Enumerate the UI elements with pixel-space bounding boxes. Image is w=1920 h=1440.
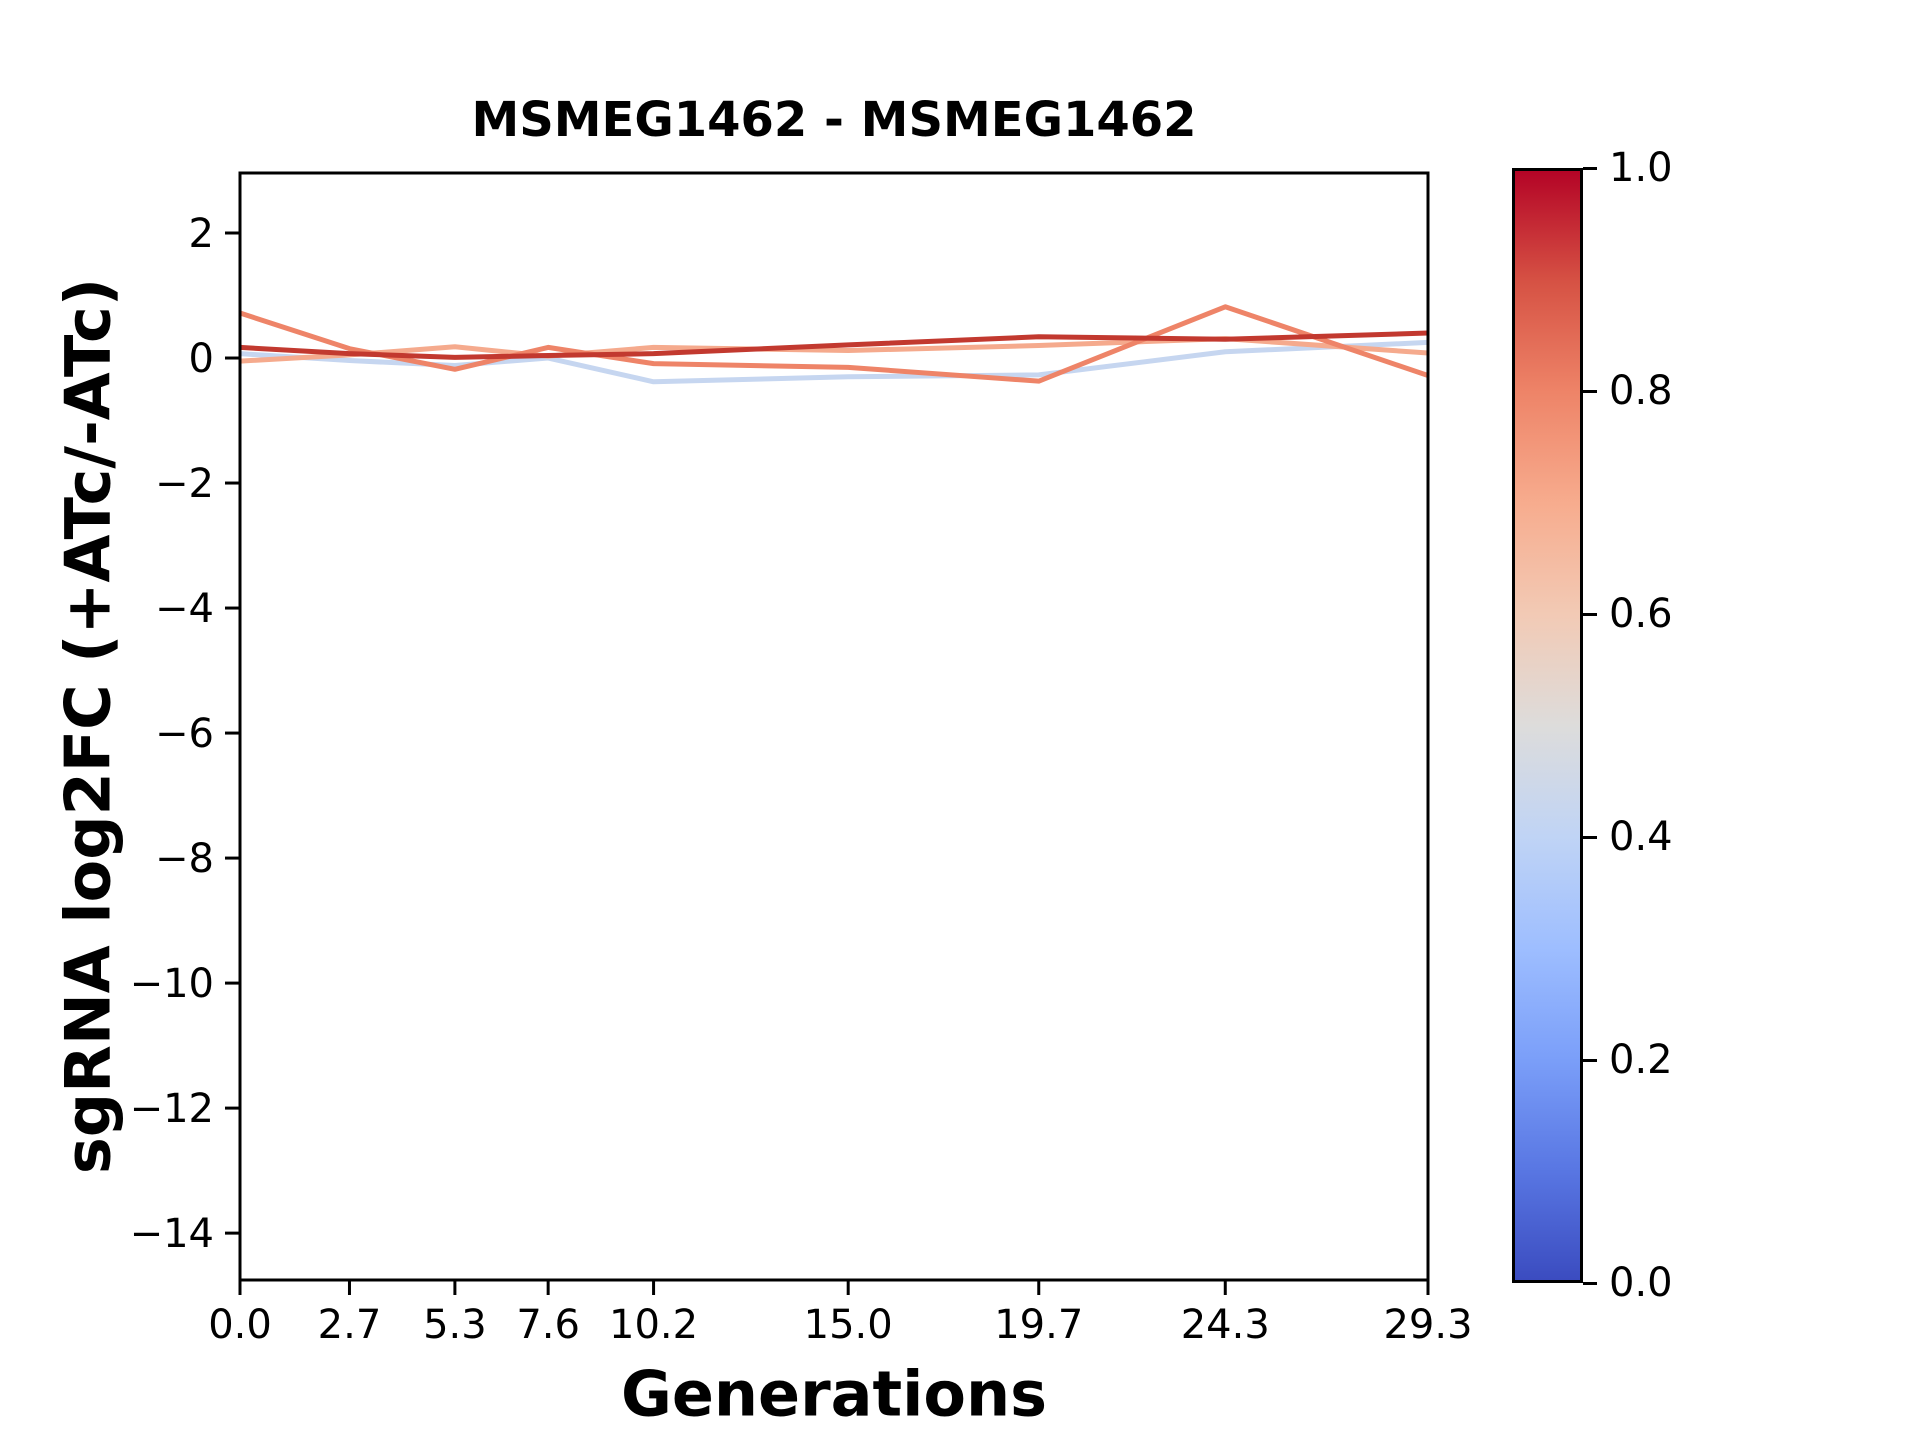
colorbar-tick-label: 0.4 [1609,814,1673,860]
x-tick-label: 15.0 [804,1302,893,1348]
x-tick-label: 7.6 [516,1302,580,1348]
x-tick-label: 19.7 [994,1302,1083,1348]
colorbar-tick-label: 0.0 [1609,1260,1673,1306]
colorbar-tick-mark [1583,612,1597,616]
y-tick-label: −2 [155,461,214,507]
colorbar-tick-mark [1583,389,1597,393]
y-tick-label: 0 [189,336,214,382]
axes-frame [238,171,1430,1282]
colorbar-tick-label: 1.0 [1609,145,1673,191]
series-line-sgrna-line-1 [240,339,1428,385]
y-tick-label: 2 [189,211,214,257]
x-tick-label: 24.3 [1181,1302,1270,1348]
plot-title: MSMEG1462 - MSMEG1462 [471,92,1197,148]
colorbar-tick-label: 0.2 [1609,1037,1673,1083]
y-tick-label: −8 [155,836,214,882]
colorbar-tick-mark [1583,1281,1597,1285]
x-tick-label: 29.3 [1383,1302,1472,1348]
series-line-sgrna-line-4 [240,330,1428,360]
series-line-sgrna-line-2 [240,336,1428,364]
y-tick-label: −4 [155,586,214,632]
colorbar-tick-label: 0.8 [1609,368,1673,414]
y-tick-label: −14 [130,1211,214,1257]
y-tick-label: −6 [155,711,214,757]
x-axis-label: Generations [620,1357,1048,1431]
colorbar-tick-mark [1583,1058,1597,1062]
colorbar-tick-mark [1583,166,1597,170]
x-tick-label: 2.7 [318,1302,382,1348]
x-tick-label: 5.3 [423,1302,487,1348]
x-tick-label: 0.0 [208,1302,272,1348]
x-tick-label: 10.2 [609,1302,698,1348]
colorbar [1512,168,1583,1283]
y-tick-label: −12 [130,1086,214,1132]
y-tick-label: −10 [130,961,214,1007]
colorbar-tick-label: 0.6 [1609,591,1673,637]
colorbar-tick-mark [1583,835,1597,839]
